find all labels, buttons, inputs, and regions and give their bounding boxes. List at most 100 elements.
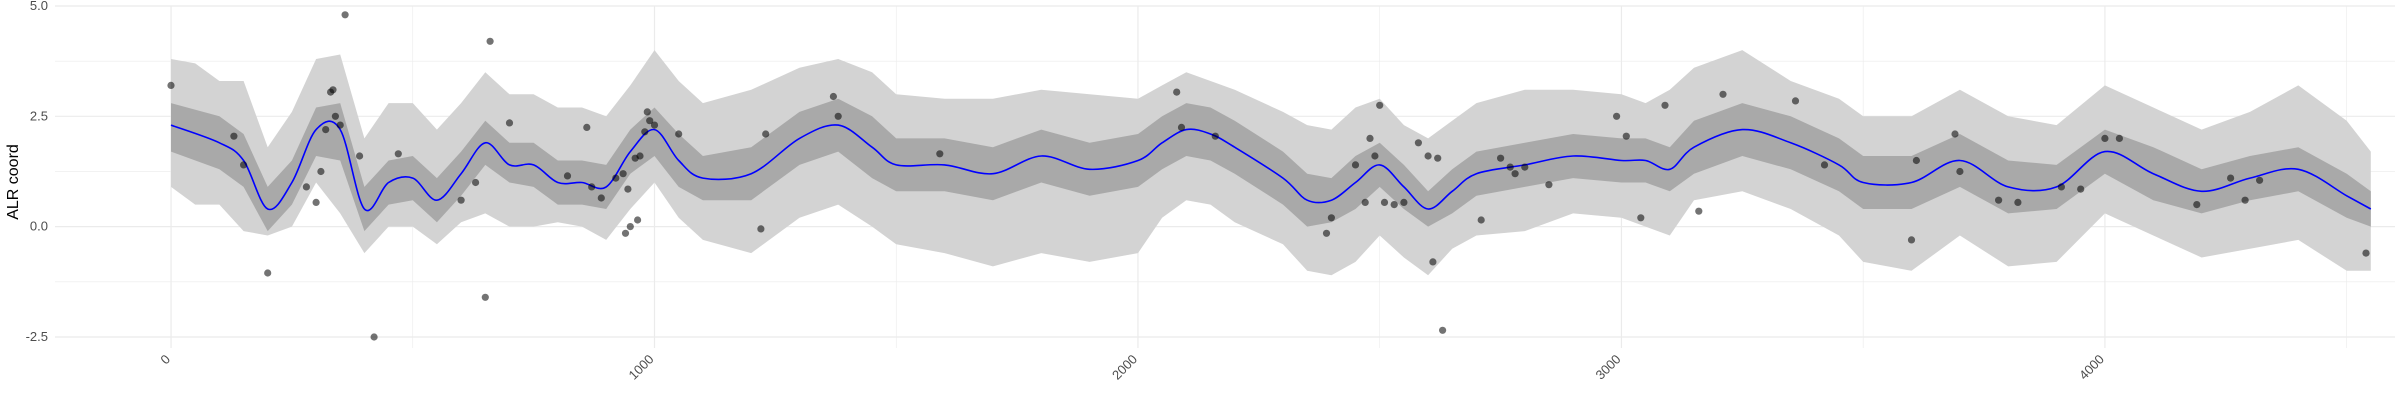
points <box>167 11 2370 341</box>
data-point <box>1366 134 1374 142</box>
y-tick-label: 5.0 <box>30 0 48 13</box>
x-tick-label: 4000 <box>2076 352 2107 383</box>
data-point <box>457 196 465 204</box>
data-point <box>2101 134 2109 142</box>
inner-uncertainty-band <box>171 98 2371 232</box>
data-point <box>1497 154 1505 162</box>
data-point <box>675 130 683 138</box>
data-point <box>240 161 248 169</box>
data-point <box>1956 167 1964 176</box>
data-point <box>2014 198 2022 206</box>
y-tick-label: 0.0 <box>30 219 48 234</box>
data-point <box>481 293 489 301</box>
data-point <box>1511 170 1519 178</box>
data-point <box>1661 101 1669 109</box>
y-axis-title: ALR coord <box>5 144 22 220</box>
data-point <box>331 112 339 120</box>
data-point <box>1327 214 1335 222</box>
data-point <box>2227 174 2235 182</box>
data-point <box>829 92 838 101</box>
data-point <box>1371 152 1379 160</box>
data-point <box>1177 123 1186 131</box>
data-point <box>626 223 634 231</box>
data-point <box>643 108 651 116</box>
data-point <box>1376 101 1384 109</box>
data-point <box>1545 181 1553 189</box>
data-point <box>2057 183 2065 191</box>
data-point <box>1173 88 1181 96</box>
x-tick-label: 1000 <box>626 352 657 383</box>
x-tick-label: 3000 <box>1592 351 1623 382</box>
data-point <box>641 128 649 136</box>
data-point <box>762 130 770 138</box>
data-point <box>1361 198 1369 206</box>
data-point <box>1613 112 1621 120</box>
data-point <box>486 37 494 45</box>
data-point <box>1791 97 1800 105</box>
data-point <box>619 170 627 178</box>
data-point <box>2193 201 2201 209</box>
data-point <box>583 123 591 131</box>
y-tick-label: -2.5 <box>26 329 48 344</box>
data-point <box>167 81 175 89</box>
data-point <box>634 216 642 224</box>
data-point <box>1322 229 1331 237</box>
data-point <box>1907 236 1916 244</box>
data-point <box>621 229 630 237</box>
data-point <box>1424 152 1432 160</box>
data-point <box>936 150 944 158</box>
x-tick-label: 2000 <box>1109 352 1140 383</box>
data-point <box>317 167 325 176</box>
data-point <box>1912 156 1920 165</box>
data-point <box>370 333 378 341</box>
data-point <box>1400 198 1408 206</box>
data-point <box>1820 161 1829 169</box>
data-point <box>1414 139 1422 147</box>
data-point <box>1434 154 1442 162</box>
data-point <box>329 86 337 94</box>
data-point <box>2256 176 2264 184</box>
data-point <box>834 112 842 120</box>
data-point <box>2241 196 2249 204</box>
data-point <box>563 172 572 180</box>
data-point <box>612 174 620 182</box>
data-point <box>1695 207 1703 215</box>
data-point <box>1506 163 1514 171</box>
data-point <box>336 121 344 129</box>
data-point <box>1211 132 1219 140</box>
y-tick-label: 2.5 <box>30 108 48 123</box>
data-point <box>356 152 364 160</box>
bands <box>171 50 2371 276</box>
data-point <box>394 150 402 158</box>
lines <box>170 120 2372 212</box>
data-point <box>1995 196 2003 204</box>
data-point <box>650 121 659 129</box>
data-point <box>1637 214 1645 222</box>
data-point <box>2115 134 2123 142</box>
data-point <box>1429 258 1437 266</box>
data-point <box>2362 249 2370 257</box>
data-point <box>1622 132 1630 140</box>
data-point <box>1390 201 1398 209</box>
data-point <box>2077 185 2085 193</box>
x-tick-label: 0 <box>157 351 173 367</box>
fitted-mean-line <box>170 120 2372 212</box>
data-point <box>1521 163 1529 171</box>
data-point <box>472 178 480 187</box>
data-point <box>1719 90 1727 98</box>
data-point <box>264 269 272 277</box>
data-point <box>1351 161 1360 169</box>
data-point <box>322 126 330 134</box>
data-point <box>312 198 320 206</box>
data-point <box>1380 198 1389 206</box>
data-point <box>505 119 514 127</box>
data-point <box>230 132 238 140</box>
data-point <box>636 152 644 160</box>
data-point <box>624 185 632 193</box>
data-point <box>646 117 654 125</box>
data-point <box>1951 130 1959 138</box>
data-point <box>302 183 310 191</box>
data-point <box>341 11 349 19</box>
data-point <box>1477 216 1485 224</box>
